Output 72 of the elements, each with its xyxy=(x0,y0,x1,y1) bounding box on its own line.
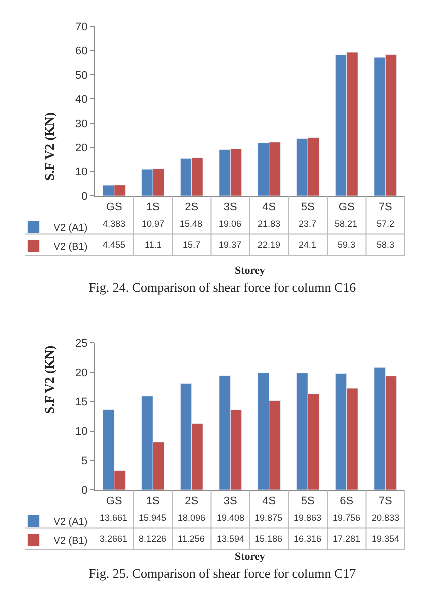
y-tick-label: 70 xyxy=(76,21,88,34)
y-tick-label: 40 xyxy=(76,94,88,106)
y-axis-title: S.F V2 (KN) xyxy=(42,112,58,181)
data-label: 17.281 xyxy=(333,534,361,544)
x-tick-label: GS xyxy=(338,201,355,214)
x-tick-label: 1S xyxy=(146,201,160,214)
x-tick-label: 5S xyxy=(301,201,315,214)
x-tick-label: 6S xyxy=(340,495,354,508)
data-label: 57.2 xyxy=(377,219,395,229)
data-label: 13.594 xyxy=(217,534,245,544)
x-tick-label: 4S xyxy=(262,495,276,508)
legend-label: V2 (B1) xyxy=(54,536,88,548)
data-label: 3.2661 xyxy=(100,534,128,544)
data-label: 19.37 xyxy=(219,240,242,250)
x-tick-label: GS xyxy=(106,201,122,214)
data-label: 15.186 xyxy=(255,534,283,544)
y-tick-label: 30 xyxy=(76,118,88,130)
data-label: 19.756 xyxy=(333,513,361,523)
data-label: 4.383 xyxy=(103,219,126,229)
data-label: 15.7 xyxy=(183,240,201,250)
y-axis-title: S.F V2 (KN) xyxy=(42,346,57,414)
data-label: 58.21 xyxy=(335,219,358,229)
data-label: 22.19 xyxy=(258,240,281,250)
data-label: 19.06 xyxy=(219,219,242,229)
data-label: 20.833 xyxy=(372,513,400,523)
data-label: 15.48 xyxy=(180,219,203,229)
x-tick-label: 5S xyxy=(301,495,315,508)
legend-label: V2 (A1) xyxy=(54,517,88,528)
data-label: 8.1226 xyxy=(139,534,167,544)
data-label: 11.1 xyxy=(145,240,162,250)
x-tick-label: 3S xyxy=(224,201,238,214)
y-tick-label: 0 xyxy=(82,190,88,203)
data-label: 19.863 xyxy=(294,513,322,523)
y-tick-label: 60 xyxy=(76,46,88,58)
data-label: 23.7 xyxy=(299,219,317,229)
caption: Fig. 25. Comparison of shear force for column C17 xyxy=(89,566,357,581)
legend-label: V2 (B1) xyxy=(54,242,88,254)
x-tick-label: 7S xyxy=(378,201,392,214)
legend-label: V2 (A1) xyxy=(54,223,88,234)
data-label: 21.83 xyxy=(258,219,281,229)
y-tick-label: 20 xyxy=(76,142,88,155)
x-tick-label: 7S xyxy=(378,495,392,508)
data-label: 16.316 xyxy=(294,534,322,544)
y-tick-label: 50 xyxy=(76,70,88,82)
y-tick-label: 10 xyxy=(76,426,88,438)
y-tick-label: 25 xyxy=(76,338,88,350)
x-axis-title: Storey xyxy=(235,265,266,277)
data-label: 4.455 xyxy=(103,240,126,250)
y-tick-label: 10 xyxy=(76,166,88,179)
data-label: 10.97 xyxy=(142,219,165,229)
x-tick-label: 1S xyxy=(146,495,160,508)
x-tick-label: GS xyxy=(106,495,122,508)
y-tick-label: 20 xyxy=(76,367,88,380)
data-label: 58.3 xyxy=(377,240,395,250)
y-tick-label: 5 xyxy=(82,456,88,468)
data-label: 19.354 xyxy=(372,534,400,544)
data-label: 11.256 xyxy=(178,534,205,544)
data-label: 24.1 xyxy=(299,240,317,250)
data-label: 13.661 xyxy=(100,513,128,523)
x-tick-label: 4S xyxy=(262,201,276,214)
data-label: 59.3 xyxy=(338,240,356,250)
caption: Fig. 24. Comparison of shear force for column C16 xyxy=(89,280,357,295)
x-tick-label: 3S xyxy=(224,495,238,508)
data-label: 18.096 xyxy=(178,513,206,523)
x-tick-label: 2S xyxy=(185,201,199,214)
data-label: 19.875 xyxy=(255,513,283,523)
x-tick-label: 2S xyxy=(185,495,199,508)
y-tick-label: 15 xyxy=(76,396,88,409)
y-tick-label: 0 xyxy=(82,484,88,497)
data-label: 19.408 xyxy=(217,513,245,523)
x-axis-title: Storey xyxy=(235,551,266,563)
data-label: 15.945 xyxy=(139,513,167,523)
